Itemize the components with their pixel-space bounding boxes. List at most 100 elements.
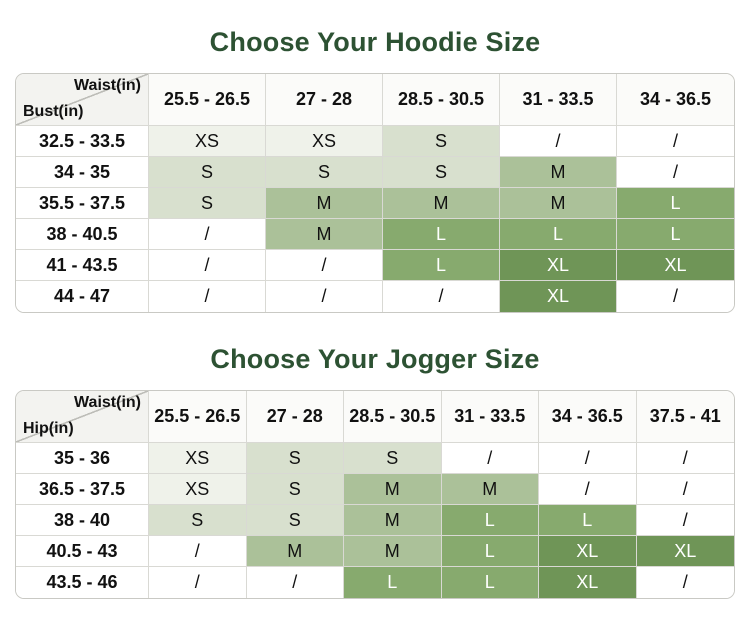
- table-row: 35.5 - 37.5 S M M M L: [16, 188, 734, 219]
- header-row: Waist(in) Bust(in) 25.5 - 26.5 27 - 28 28.…: [16, 74, 734, 126]
- corner-col-axis-label: Waist(in): [74, 77, 141, 94]
- empty-cell: /: [383, 281, 500, 312]
- size-cell: M: [500, 157, 617, 188]
- size-cell: S: [149, 505, 247, 536]
- empty-cell: /: [149, 250, 266, 281]
- table-row: 38 - 40.5/M L L L: [16, 219, 734, 250]
- size-cell: XS: [266, 126, 383, 157]
- empty-cell: /: [149, 536, 247, 567]
- column-header: 28.5 - 30.5: [344, 391, 442, 443]
- size-cell: M: [266, 188, 383, 219]
- table-row: 34 - 35 S S S M /: [16, 157, 734, 188]
- size-table: Waist(in) Bust(in) 25.5 - 26.5 27 - 28 28.…: [15, 73, 735, 313]
- row-label: 36.5 - 37.5: [16, 474, 149, 505]
- size-cell: S: [383, 126, 500, 157]
- size-cell: M: [500, 188, 617, 219]
- size-cell: L: [617, 219, 734, 250]
- size-cell: L: [539, 505, 637, 536]
- table-row: 32.5 - 33.5 XS XS S / /: [16, 126, 734, 157]
- size-cell: S: [246, 474, 344, 505]
- corner-header-cell: Waist(in) Hip(in): [16, 391, 149, 443]
- size-cell: S: [149, 188, 266, 219]
- column-header: 34 - 36.5: [539, 391, 637, 443]
- size-cell: M: [344, 536, 442, 567]
- row-label: 38 - 40: [16, 505, 149, 536]
- size-cell: L: [617, 188, 734, 219]
- column-header: 27 - 28: [246, 391, 344, 443]
- size-cell: XL: [617, 250, 734, 281]
- column-header: 31 - 33.5: [441, 391, 539, 443]
- row-label: 34 - 35: [16, 157, 149, 188]
- table-row: 43.5 - 46// L L XL /: [16, 567, 734, 598]
- size-cell: M: [441, 474, 539, 505]
- table-row: 38 - 40 S S M L L /: [16, 505, 734, 536]
- size-cell: S: [383, 157, 500, 188]
- corner-inner: Waist(in) Bust(in): [16, 74, 148, 125]
- empty-cell: /: [246, 567, 344, 598]
- size-cell: S: [344, 443, 442, 474]
- table-row: 36.5 - 37.5 XS S M M / /: [16, 474, 734, 505]
- empty-cell: /: [617, 126, 734, 157]
- table-row: 44 - 47// / XL /: [16, 281, 734, 312]
- row-label: 35.5 - 37.5: [16, 188, 149, 219]
- row-label: 41 - 43.5: [16, 250, 149, 281]
- empty-cell: /: [149, 567, 247, 598]
- size-cell: S: [266, 157, 383, 188]
- row-label: 38 - 40.5: [16, 219, 149, 250]
- size-charts-page: Choose Your Hoodie Size Waist(in) Bust(i…: [15, 26, 735, 599]
- size-cell: XL: [636, 536, 734, 567]
- size-cell: S: [246, 505, 344, 536]
- size-cell: M: [344, 474, 442, 505]
- row-label: 43.5 - 46: [16, 567, 149, 598]
- size-cell: XL: [539, 567, 637, 598]
- size-cell: XL: [500, 250, 617, 281]
- row-label: 44 - 47: [16, 281, 149, 312]
- size-cell: XS: [149, 474, 247, 505]
- row-label: 32.5 - 33.5: [16, 126, 149, 157]
- size-cell: XS: [149, 443, 247, 474]
- size-cell: L: [500, 219, 617, 250]
- size-chart-section-1: Choose Your Hoodie Size Waist(in) Bust(i…: [15, 26, 735, 313]
- empty-cell: /: [636, 505, 734, 536]
- table-title: Choose Your Hoodie Size: [209, 27, 541, 57]
- column-header: 37.5 - 41: [636, 391, 734, 443]
- column-header: 25.5 - 26.5: [149, 391, 247, 443]
- size-cell: XL: [500, 281, 617, 312]
- table-row: 41 - 43.5// L XL XL: [16, 250, 734, 281]
- table-row: 35 - 36 XS S S / / /: [16, 443, 734, 474]
- empty-cell: /: [441, 443, 539, 474]
- corner-row-axis-label: Bust(in): [23, 103, 84, 120]
- size-cell: L: [441, 536, 539, 567]
- empty-cell: /: [500, 126, 617, 157]
- column-header: 27 - 28: [266, 74, 383, 126]
- empty-cell: /: [266, 281, 383, 312]
- empty-cell: /: [266, 250, 383, 281]
- corner-col-axis-label: Waist(in): [74, 394, 141, 411]
- size-cell: L: [441, 505, 539, 536]
- empty-cell: /: [636, 443, 734, 474]
- table-title: Choose Your Jogger Size: [210, 344, 540, 374]
- empty-cell: /: [149, 281, 266, 312]
- size-cell: M: [344, 505, 442, 536]
- size-chart-section-2: Choose Your Jogger Size Waist(in) Hip(in…: [15, 343, 735, 599]
- size-cell: M: [266, 219, 383, 250]
- column-header: 28.5 - 30.5: [383, 74, 500, 126]
- size-cell: XL: [539, 536, 637, 567]
- size-cell: M: [246, 536, 344, 567]
- corner-row-axis-label: Hip(in): [23, 420, 74, 437]
- corner-inner: Waist(in) Hip(in): [16, 391, 148, 442]
- size-cell: L: [383, 219, 500, 250]
- empty-cell: /: [617, 157, 734, 188]
- size-cell: S: [246, 443, 344, 474]
- empty-cell: /: [149, 219, 266, 250]
- size-cell: XS: [149, 126, 266, 157]
- column-header: 34 - 36.5: [617, 74, 734, 126]
- size-cell: M: [383, 188, 500, 219]
- column-header: 31 - 33.5: [500, 74, 617, 126]
- column-header: 25.5 - 26.5: [149, 74, 266, 126]
- size-cell: L: [383, 250, 500, 281]
- row-label: 40.5 - 43: [16, 536, 149, 567]
- corner-header-cell: Waist(in) Bust(in): [16, 74, 149, 126]
- empty-cell: /: [636, 474, 734, 505]
- empty-cell: /: [636, 567, 734, 598]
